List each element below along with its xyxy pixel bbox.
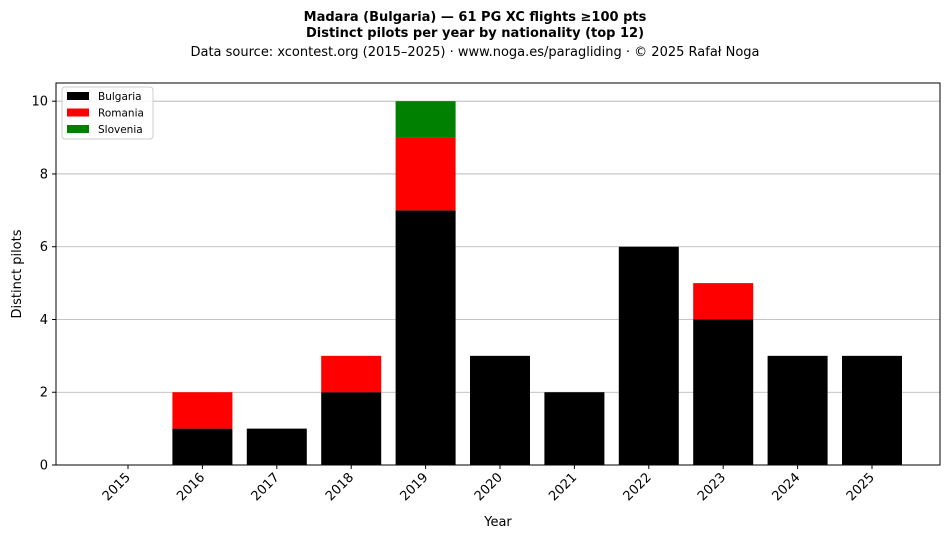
bar-slovenia-2019 xyxy=(395,101,456,138)
y-tick-label: 10 xyxy=(31,95,48,110)
bar-bulgaria-2017 xyxy=(246,428,307,465)
y-tick-label: 8 xyxy=(40,167,48,182)
x-tick-label: 2017 xyxy=(249,470,283,504)
bar-bulgaria-2021 xyxy=(544,392,605,465)
bar-bulgaria-2022 xyxy=(618,246,679,465)
x-tick-label: 2023 xyxy=(695,470,729,504)
bar-romania-2016 xyxy=(172,392,233,429)
bar-bulgaria-2019 xyxy=(395,210,456,465)
x-tick-label: 2016 xyxy=(174,470,208,504)
y-axis-label: Distinct pilots xyxy=(10,229,25,318)
bar-bulgaria-2018 xyxy=(321,392,382,465)
chart-title-line2: Distinct pilots per year by nationality … xyxy=(306,26,644,41)
x-tick-label: 2020 xyxy=(472,470,506,504)
bar-bulgaria-2024 xyxy=(767,355,828,465)
bar-bulgaria-2025 xyxy=(842,355,902,465)
gridlines xyxy=(56,100,940,393)
legend-swatch-bulgaria xyxy=(67,92,89,100)
legend-label-romania: Romania xyxy=(98,108,144,120)
legend-swatch-romania xyxy=(67,108,89,117)
legend: Bulgaria Romania Slovenia xyxy=(61,86,154,140)
y-tick-label: 6 xyxy=(40,240,48,255)
y-axis-ticks: 0 2 4 6 8 10 xyxy=(31,95,56,474)
bar-bulgaria-2020 xyxy=(470,355,530,465)
bars xyxy=(172,101,902,465)
bar-bulgaria-2023 xyxy=(693,319,754,465)
y-tick-label: 2 xyxy=(40,386,48,401)
x-axis-label: Year xyxy=(483,515,512,530)
legend-swatch-slovenia xyxy=(67,125,89,133)
x-tick-label: 2019 xyxy=(397,470,431,504)
bar-romania-2023 xyxy=(693,283,754,320)
y-tick-label: 4 xyxy=(40,313,48,328)
x-axis-ticks: 2015 2016 2017 2018 2019 2020 2021 2022 2023 2024… xyxy=(100,465,878,504)
x-tick-label: 2024 xyxy=(769,470,803,504)
bar-bulgaria-2016 xyxy=(172,428,233,465)
bar-romania-2018 xyxy=(321,355,382,393)
legend-label-bulgaria: Bulgaria xyxy=(98,91,142,103)
x-tick-label: 2025 xyxy=(844,470,878,504)
bar-romania-2019 xyxy=(395,137,456,211)
x-tick-label: 2015 xyxy=(100,470,134,504)
chart-title-line1: Madara (Bulgaria) — 61 PG XC flights ≥10… xyxy=(304,10,647,25)
y-tick-label: 0 xyxy=(40,459,48,474)
legend-label-slovenia: Slovenia xyxy=(98,124,143,136)
x-tick-label: 2021 xyxy=(546,470,580,504)
chart-subtitle: Data source: xcontest.org (2015–2025) · … xyxy=(190,45,759,60)
plot-frame xyxy=(55,82,941,466)
x-tick-label: 2018 xyxy=(323,470,357,504)
x-tick-label: 2022 xyxy=(621,470,655,504)
